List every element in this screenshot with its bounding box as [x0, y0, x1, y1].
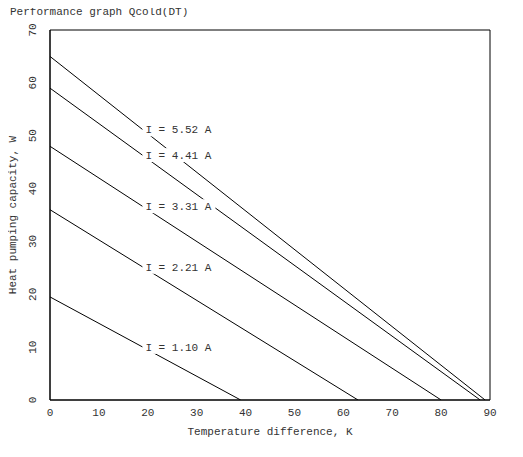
svg-text:40: 40 [27, 182, 39, 195]
svg-text:20: 20 [27, 288, 39, 301]
html-text:Performance graph Qcold(DT): Performance graph Qcold(DT) [10, 6, 189, 18]
svg-text:30: 30 [190, 407, 203, 419]
svg-text:I = 3.31 A: I = 3.31 A [145, 201, 211, 213]
svg-text:0: 0 [47, 407, 54, 419]
svg-text:I = 2.21 A: I = 2.21 A [145, 262, 211, 274]
svg-text:60: 60 [27, 76, 39, 89]
svg-text:I = 5.52 A: I = 5.52 A [145, 124, 211, 136]
svg-text:60: 60 [337, 407, 350, 419]
svg-text:Temperature difference, K: Temperature difference, K [187, 426, 352, 438]
svg-text:50: 50 [288, 407, 301, 419]
svg-text:30: 30 [27, 235, 39, 248]
svg-text:0: 0 [27, 397, 39, 404]
svg-text:90: 90 [483, 407, 496, 419]
svg-text:20: 20 [141, 407, 154, 419]
svg-text:50: 50 [27, 129, 39, 142]
svg-text:I = 4.41 A: I = 4.41 A [145, 150, 211, 162]
svg-text:80: 80 [435, 407, 448, 419]
svg-text:10: 10 [92, 407, 105, 419]
svg-text:70: 70 [386, 407, 399, 419]
svg-text:I = 1.10 A: I = 1.10 A [145, 342, 211, 354]
svg-text:10: 10 [27, 341, 39, 354]
svg-text:70: 70 [27, 23, 39, 36]
svg-text:Heat pumping capacity, W: Heat pumping capacity, W [8, 135, 19, 294]
svg-text:40: 40 [239, 407, 252, 419]
